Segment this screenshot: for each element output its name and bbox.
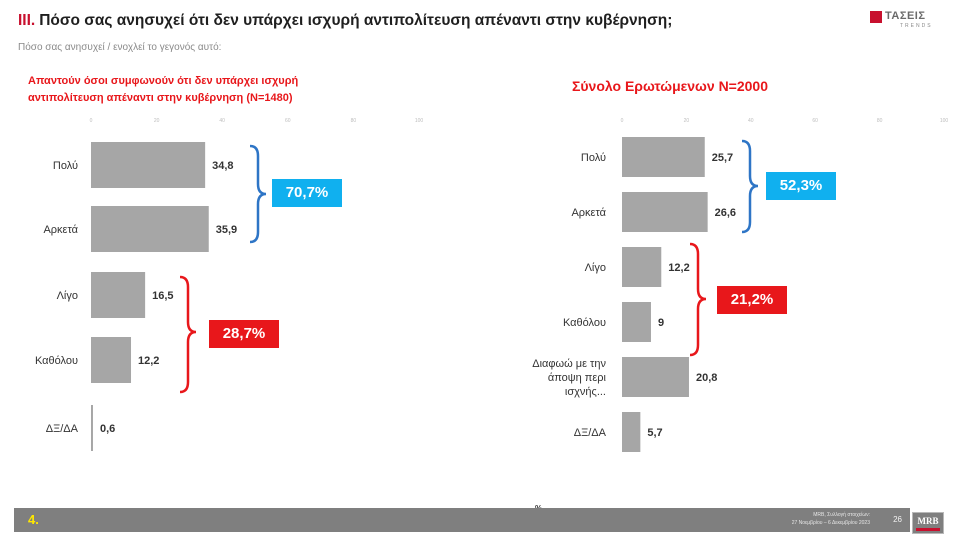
category-label: Καθόλου [35, 355, 78, 367]
value-label: 12,2 [668, 262, 689, 274]
axis-tick-label: 80 [351, 118, 357, 124]
category-label: άποψη περι [548, 372, 607, 384]
category-label: Λίγο [57, 290, 78, 302]
bar [91, 337, 132, 383]
left-bottom-brace [179, 275, 197, 394]
value-label: 5,7 [647, 427, 662, 439]
mrb-logo-text: MRB [917, 516, 939, 526]
mrb-logo: MRB [912, 512, 944, 534]
section-number: ΙΙΙ. [18, 12, 36, 29]
value-label: 16,5 [152, 290, 173, 302]
right-top-total-badge: 52,3% [766, 172, 836, 200]
left-bars: Πολύ 34,8 Αρκετά 35,9 Λίγο 16,5 Καθόλου 12,2 ΔΞ/… [35, 142, 237, 451]
mrb-logo-bar [916, 528, 940, 531]
right-bottom-brace [689, 242, 707, 357]
logo-sub: TRENDS [900, 23, 933, 29]
category-label: ΔΞ/ΔΑ [46, 423, 79, 435]
category-label: ισχνής... [565, 386, 606, 398]
right-axis-ticks: 0 20 40 60 80 100 [621, 118, 949, 124]
left-axis-ticks: 0 20 40 60 80 100 [90, 118, 424, 124]
category-label: Διαφωώ με την [532, 358, 606, 370]
value-label: 0,6 [100, 423, 115, 435]
category-label: Πολύ [581, 152, 606, 164]
bar [622, 412, 641, 452]
right-chart-heading: Σύνολο Ερωτώμενων Ν=2000 [572, 78, 768, 94]
value-label: 34,8 [212, 160, 233, 172]
bar [622, 137, 705, 177]
value-label: 26,6 [715, 207, 736, 219]
footer-source-line-2: 27 Νοεμβρίου – 6 Δεκεμβρίου 2023 [791, 520, 870, 526]
bar [91, 142, 206, 188]
value-label: 20,8 [696, 372, 717, 384]
bar [91, 206, 209, 252]
bar [622, 192, 708, 232]
value-label: 35,9 [216, 224, 237, 236]
bar [91, 272, 146, 318]
page-number: 26 [893, 515, 902, 524]
page-subtitle: Πόσο σας ανησυχεί / ενοχλεί το γεγονός α… [18, 42, 222, 53]
page-title: ΙΙΙ. Πόσο σας ανησυχεί ότι δεν υπάρχει ισ… [18, 12, 672, 30]
axis-tick-label: 20 [684, 118, 690, 124]
bar [622, 302, 651, 342]
axis-tick-label: 60 [812, 118, 818, 124]
axis-tick-label: 60 [285, 118, 291, 124]
left-heading-line-1: Απαντούν όσοι συμφωνούν ότι δεν υπάρχει … [28, 75, 299, 87]
axis-tick-label: 40 [748, 118, 754, 124]
right-bars: Πολύ 25,7 Αρκετά 26,6 Λίγο 12,2 Καθόλου 9 Διαφωώ… [532, 137, 736, 452]
taseis-logo: ΤΑΣΕΙΣ TRENDS [870, 10, 942, 32]
axis-tick-label: 100 [415, 118, 424, 124]
bar [622, 247, 662, 287]
footer-source: MRB, Συλλογή στοιχείων: 27 Νοεμβρίου – 6… [792, 511, 870, 527]
footer-number: 4. [28, 512, 39, 527]
left-top-total-badge: 70,7% [272, 179, 342, 207]
right-top-brace [741, 139, 759, 234]
category-label: Λίγο [585, 262, 606, 274]
left-chart-heading: Απαντούν όσοι συμφωνούν ότι δεν υπάρχει … [28, 73, 298, 107]
category-label: Πολύ [53, 160, 78, 172]
axis-tick-label: 40 [219, 118, 225, 124]
logo-name: ΤΑΣΕΙΣ [885, 10, 926, 22]
left-heading-line-2: αντιπολίτευση απέναντι στην κυβέρνηση (N… [28, 92, 293, 104]
value-label: 12,2 [138, 355, 159, 367]
axis-tick-label: 80 [877, 118, 883, 124]
category-label: Αρκετά [571, 207, 606, 219]
bar [622, 357, 689, 397]
category-label: Καθόλου [563, 317, 606, 329]
category-label: Αρκετά [43, 224, 78, 236]
axis-tick-label: 0 [90, 118, 93, 124]
left-bottom-total-badge: 28,7% [209, 320, 279, 348]
footer-bar: 4. MRB, Συλλογή στοιχείων: 27 Νοεμβρίου … [14, 508, 910, 532]
axis-tick-label: 20 [154, 118, 160, 124]
category-label: ΔΞ/ΔΑ [574, 427, 607, 439]
value-label: 9 [658, 317, 664, 329]
left-top-brace [249, 144, 267, 244]
axis-tick-label: 0 [621, 118, 624, 124]
logo-mark-icon [870, 11, 882, 23]
value-label: 25,7 [712, 152, 733, 164]
footer-source-line-1: MRB, Συλλογή στοιχείων: [813, 512, 870, 518]
question-text: Πόσο σας ανησυχεί ότι δεν υπάρχει ισχυρή… [39, 12, 673, 29]
axis-tick-label: 100 [940, 118, 949, 124]
right-bottom-total-badge: 21,2% [717, 286, 787, 314]
bar [91, 405, 93, 451]
